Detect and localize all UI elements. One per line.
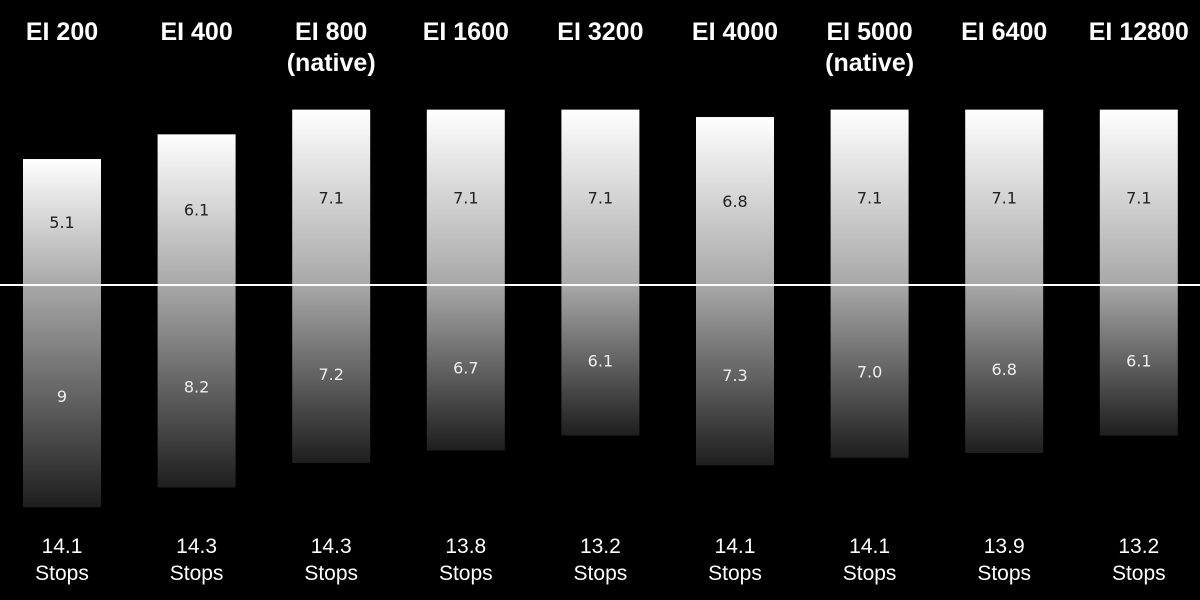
value-label-above-7: 7.1	[991, 188, 1016, 207]
total-label-1: 14.3 Stops	[170, 535, 224, 585]
category-label-6: EI 5000 (native)	[825, 18, 914, 77]
value-label-above-0: 5.1	[49, 213, 74, 232]
value-label-above-8: 7.1	[1126, 188, 1151, 207]
value-label-above-4: 7.1	[588, 188, 613, 207]
total-label-7: 13.9 Stops	[977, 535, 1031, 585]
bar-6	[830, 109, 909, 458]
value-label-above-5: 6.8	[722, 192, 747, 211]
total-label-0: 14.1 Stops	[35, 535, 89, 585]
value-label-above-6: 7.1	[857, 188, 882, 207]
value-label-below-4: 6.1	[588, 351, 613, 370]
category-label-0: EI 200	[26, 18, 98, 46]
total-label-2: 14.3 Stops	[304, 535, 358, 585]
total-label-6: 14.1 Stops	[843, 535, 897, 585]
value-label-below-2: 7.2	[318, 365, 343, 384]
bars-layer	[23, 109, 1178, 508]
bar-4	[561, 109, 640, 436]
value-label-below-7: 6.8	[991, 360, 1016, 379]
value-label-below-1: 8.2	[184, 377, 209, 396]
bar-0	[23, 159, 101, 508]
category-label-4: EI 3200	[557, 18, 643, 46]
category-label-7: EI 6400	[961, 18, 1047, 46]
bar-5	[696, 117, 774, 466]
bar-7	[965, 109, 1044, 453]
total-label-5: 14.1 Stops	[708, 535, 762, 585]
category-label-1: EI 400	[160, 18, 232, 46]
bar-2	[292, 109, 371, 463]
labels-layer: EI 200 5.1 9 14.1 Stops EI 400 6.1 8.2 14.3 Stops…	[26, 18, 1189, 585]
total-label-8: 13.2 Stops	[1112, 535, 1166, 585]
value-label-above-1: 6.1	[184, 201, 209, 220]
total-label-4: 13.2 Stops	[574, 535, 628, 585]
value-label-below-5: 7.3	[722, 366, 747, 385]
total-label-3: 13.8 Stops	[439, 535, 493, 585]
category-label-5: EI 4000	[692, 18, 778, 46]
value-label-above-3: 7.1	[453, 188, 478, 207]
category-label-8: EI 12800	[1089, 18, 1189, 46]
value-label-below-8: 6.1	[1126, 351, 1151, 370]
bar-1	[157, 134, 236, 488]
bar-8	[1099, 109, 1178, 436]
value-label-below-6: 7.0	[857, 362, 882, 381]
value-label-below-0: 9	[57, 387, 67, 406]
category-label-2: EI 800 (native)	[287, 18, 376, 77]
value-label-below-3: 6.7	[453, 359, 478, 378]
bar-3	[426, 109, 505, 451]
value-label-above-2: 7.1	[318, 188, 343, 207]
category-label-3: EI 1600	[423, 18, 509, 46]
